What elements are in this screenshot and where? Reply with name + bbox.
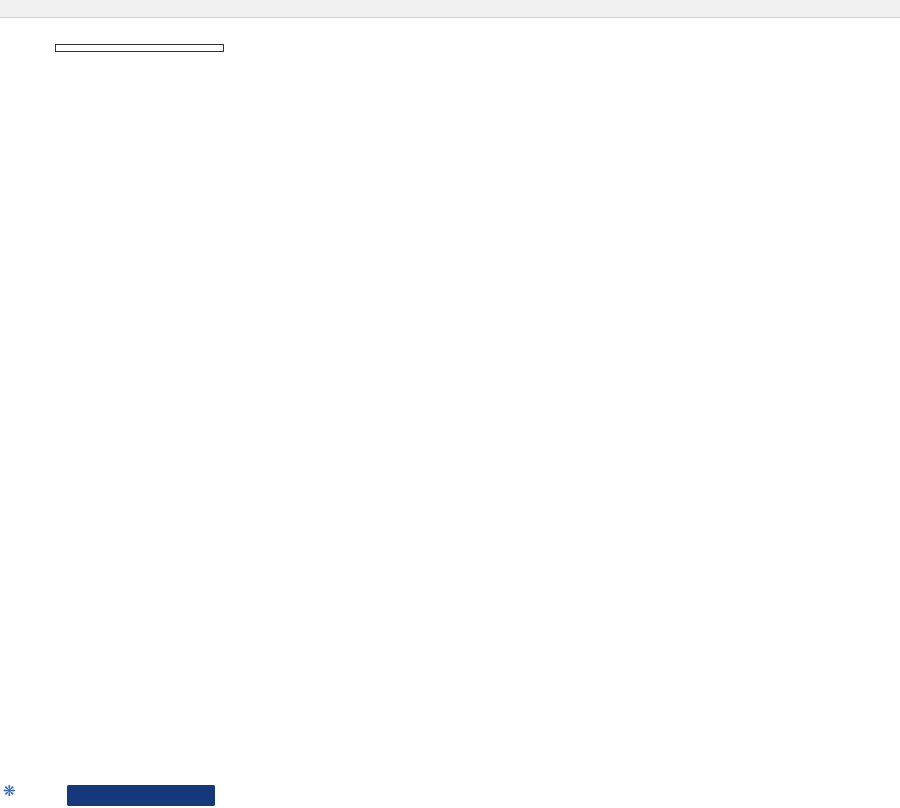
- indices-title: [56, 46, 223, 49]
- sounding-indices-panel: [55, 44, 224, 52]
- datetime-selector[interactable]: [67, 785, 215, 806]
- snowflake-icon: ❋: [3, 783, 16, 800]
- top-bar: [0, 0, 900, 18]
- met-office-logo: ❋: [3, 784, 20, 799]
